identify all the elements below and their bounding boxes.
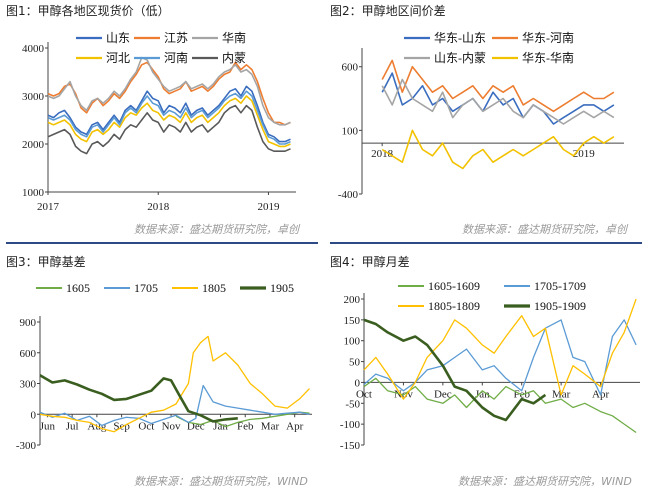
y-tick-label: 100 (344, 336, 361, 348)
legend-label: 河南 (164, 50, 188, 65)
series-line-江苏 (47, 61, 291, 126)
x-tick-label: 2019 (257, 201, 280, 213)
y-tick-label: -300 (16, 440, 37, 452)
series-line-1705-1709 (363, 319, 637, 396)
series-line-山东 (47, 85, 291, 143)
legend-label: 1605 (66, 281, 90, 295)
y-tick-label: -100 (340, 419, 361, 431)
series-line-1605 (175, 411, 310, 428)
legend-label: 山东-内蒙 (434, 51, 486, 65)
legend-label: 内蒙 (222, 51, 246, 65)
x-tick-label: 2017 (37, 201, 60, 213)
x-tick-label: Apr (286, 420, 303, 432)
y-tick-label: 600 (342, 62, 359, 74)
y-tick-label: 50 (349, 357, 361, 369)
chart-panel-monthly-spreads: 图4：甲醇月差 -150 -100 -50 0 50 100 150 200 Oct Nov Dec… (330, 253, 646, 497)
y-tick-label: 200 (344, 294, 361, 306)
y-tick-label: 150 (344, 315, 361, 327)
legend-label: 华南 (222, 30, 246, 45)
x-tick-label: Feb (237, 420, 254, 432)
legend-label: 河北 (106, 51, 130, 65)
data-source-note: 数据来源：盛达期货研究院，卓创 (462, 223, 627, 236)
y-tick-label: 100 (342, 125, 359, 137)
legend-label: 1905 (270, 281, 294, 295)
series-line-华东-山东 (381, 72, 615, 125)
chart-panel-spot-prices: 图1：甲醇各地区现货价（低） 1000 2000 3000 4000 2017 2018 2… (6, 2, 306, 236)
series-line-华南 (47, 56, 291, 126)
x-tick-label: Nov (162, 420, 181, 432)
y-tick-label: 300 (20, 379, 37, 391)
series-line-1605-1609 (363, 377, 637, 434)
series-line-华东-华南 (381, 129, 615, 170)
data-source-note: 数据来源：盛达期货研究院，WIND (458, 475, 632, 488)
series-line-1905-1909 (363, 318, 547, 422)
legend-label: 江苏 (164, 31, 188, 45)
x-tick-label: Jun (40, 420, 56, 432)
legend-label: 1705-1709 (534, 279, 586, 293)
chart-panel-basis: 图3：甲醇基差 -300 0 300 600 900 Jun Jul Aug Sep Oct Nov… (6, 253, 322, 497)
legend-label: 华东-河南 (522, 30, 574, 45)
legend-label: 华东-山东 (434, 31, 486, 45)
x-tick-label: 2018 (371, 148, 394, 160)
y-tick-label: 1000 (22, 187, 45, 199)
legend-label: 山东 (106, 31, 130, 45)
data-source-note: 数据来源：盛达期货研究院，卓创 (134, 223, 299, 236)
series-line-1905 (39, 374, 238, 423)
series-line-河南 (47, 90, 291, 145)
y-tick-label: 0 (355, 377, 361, 389)
y-tick-label: 600 (20, 348, 37, 360)
y-tick-label: -50 (345, 398, 360, 410)
y-tick-label: 3000 (22, 91, 45, 103)
x-tick-label: Dec (434, 388, 452, 400)
chart-title: 图4：甲醇月差 (330, 255, 410, 269)
data-source-note: 数据来源：盛达期货研究院，WIND (134, 475, 308, 488)
y-tick-label: 0 (31, 409, 37, 421)
divider-left (6, 242, 318, 244)
x-tick-label: Oct (356, 388, 372, 400)
legend-label: 1905-1909 (534, 299, 586, 313)
series-line-1805-1809 (363, 298, 637, 400)
y-tick-label: 2000 (22, 139, 45, 151)
chart-title: 图1：甲醇各地区现货价（低） (6, 4, 170, 18)
y-tick-label: -400 (338, 189, 359, 201)
series-line-内蒙 (47, 104, 291, 155)
x-tick-label: Mar (261, 420, 280, 432)
x-tick-label: Jan (213, 420, 228, 432)
legend-label: 1605-1609 (428, 279, 480, 293)
x-tick-label: Jul (66, 420, 79, 432)
y-tick-label: 4000 (22, 43, 45, 55)
legend-label: 1805-1809 (428, 299, 480, 313)
x-tick-label: 2019 (573, 148, 596, 160)
series-line-华东-河南 (381, 59, 615, 113)
x-tick-label: 2018 (147, 201, 170, 213)
y-tick-label: 900 (20, 317, 37, 329)
legend-label: 1805 (202, 281, 226, 295)
series-line-1705 (39, 384, 310, 427)
legend-label: 1705 (134, 281, 158, 295)
x-tick-label: Jan (475, 388, 490, 400)
series-line-1805 (39, 335, 310, 433)
divider-right (330, 242, 642, 244)
y-tick-label: -150 (340, 440, 361, 452)
series-line-河北 (47, 95, 291, 148)
chart-title: 图2：甲醇地区间价差 (330, 4, 446, 18)
chart-title: 图3：甲醇基差 (6, 255, 86, 269)
legend-label: 华东-华南 (522, 50, 574, 65)
series-line-山东-内蒙 (381, 78, 615, 125)
chart-panel-spreads: 图2：甲醇地区间价差 -400 100 600 2018 2019 华东-山东 华东-河南山… (330, 2, 646, 236)
